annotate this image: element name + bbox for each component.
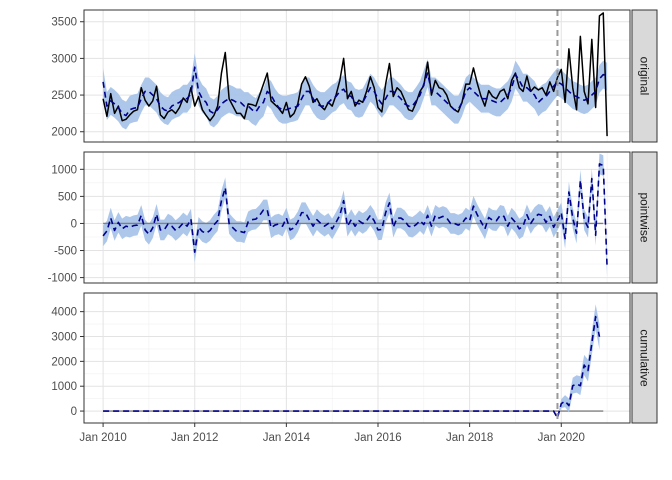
facet-strip-label: cumulative [638,329,652,387]
observed-line [102,12,608,137]
y-tick-label: -500 [54,246,77,258]
y-tick-label: 2000 [51,127,77,139]
panel-original: 2000 2500 3000 3500 original [51,9,658,143]
panels-layer: 2000 2500 3000 3500 original -1000 -500 0 500 100… [48,9,658,424]
x-axis: Jan 2010 Jan 2012 Jan 2014 Jan 2016 Jan 2018… [79,423,585,444]
confidence-band [103,153,608,278]
x-tick-label: Jan 2010 [79,432,126,444]
y-tick-label: 2000 [51,356,77,368]
y-tick-label: 0 [71,406,77,418]
panel-border [83,292,631,424]
y-tick-label: 3500 [51,17,77,29]
x-tick-label: Jan 2018 [446,432,493,444]
panel-cumulative: 0 1000 2000 3000 4000 cumulative [51,292,658,424]
predicted-line [102,66,608,117]
y-tick-label: 1000 [51,381,77,393]
y-tick-label: 3000 [51,53,77,65]
facet-strip [631,292,658,424]
panel-border [83,151,631,284]
y-tick-label: -1000 [48,273,77,285]
plot-background [84,293,630,423]
confidence-band [103,53,608,130]
panel-border [83,9,631,143]
y-tick-label: 2500 [51,90,77,102]
facet-strip-label: original [638,57,652,96]
y-tick-label: 3000 [51,331,77,343]
predicted-line [103,315,601,419]
y-tick-label: 0 [71,218,77,230]
facet-strip [631,9,658,143]
facet-strip-label: pointwise [638,192,652,242]
panel-pointwise: -1000 -500 0 500 1000 pointwise [48,151,658,285]
y-tick-label: 1000 [51,164,77,176]
x-tick-label: Jan 2012 [171,432,218,444]
x-tick-label: Jan 2020 [538,432,585,444]
y-tick-label: 4000 [51,307,77,319]
predicted-line [102,163,608,268]
x-tick-label: Jan 2014 [263,432,311,444]
y-tick-label: 500 [58,191,77,203]
plot-background [84,10,630,142]
x-tick-label: Jan 2016 [354,432,401,444]
facet-strip [631,151,658,284]
